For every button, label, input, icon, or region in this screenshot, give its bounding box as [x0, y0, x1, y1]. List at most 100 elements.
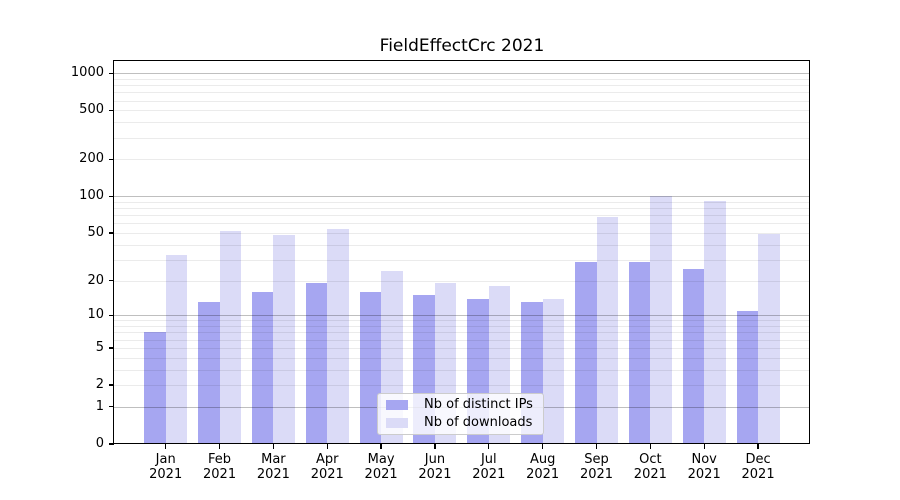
legend-swatch-downloads: [386, 417, 408, 429]
ytick-mark-5: [108, 347, 114, 349]
ytick-mark-1000: [108, 72, 114, 74]
ytick-mark-200: [108, 158, 114, 161]
ytick-label-1: 1: [95, 398, 104, 414]
bar-downloads-feb: [219, 230, 242, 444]
bar-ips-sep: [575, 261, 597, 444]
ytick-mark-0: [108, 443, 114, 445]
gridline-y-50: [113, 233, 810, 235]
xtick-mark-may: [380, 444, 382, 449]
xtick-label-nov: Nov 2021: [687, 452, 721, 482]
legend-entry-downloads: Nb of downloads: [386, 414, 535, 432]
bar-ips-may: [359, 291, 382, 444]
bar-ips-oct: [628, 261, 651, 444]
bar-downloads-sep: [596, 216, 618, 444]
ytick-mark-50: [108, 232, 114, 234]
gridline-y-6: [113, 339, 810, 341]
ytick-mark-100: [108, 195, 114, 197]
gridline-y-5: [113, 347, 810, 349]
ytick-label-10: 10: [87, 307, 104, 323]
xtick-label-aug: Aug 2021: [526, 452, 560, 482]
bar-ips-nov: [682, 269, 705, 444]
gridline-y-400: [113, 122, 810, 124]
bar-downloads-apr: [327, 228, 349, 444]
xtick-mark-jan: [165, 444, 167, 449]
gridline-y-9: [113, 320, 810, 322]
xtick-mark-aug: [542, 444, 544, 449]
gridline-y-300: [113, 137, 810, 139]
xtick-label-sep: Sep 2021: [579, 452, 614, 482]
bar-ips-mar: [251, 291, 274, 444]
gridline-y-20: [113, 280, 810, 282]
ytick-label-200: 200: [79, 151, 104, 167]
ytick-mark-500: [108, 109, 114, 112]
xtick-label-oct: Oct 2021: [633, 452, 667, 482]
xtick-label-jun: Jun 2021: [418, 452, 452, 482]
ytick-mark-2: [108, 384, 114, 386]
gridline-y-100: [113, 196, 810, 198]
xtick-label-jan: Jan 2021: [149, 452, 183, 482]
xtick-mark-feb: [218, 444, 221, 449]
bar-downloads-dec: [758, 234, 780, 444]
gridline-y-90: [113, 201, 810, 203]
gridline-y-10: [113, 315, 810, 317]
ytick-label-2: 2: [95, 377, 104, 393]
gridline-y-500: [113, 110, 810, 112]
ytick-label-0: 0: [95, 436, 104, 451]
legend-swatch-distinct-ips: [386, 399, 408, 411]
bar-downloads-mar: [273, 235, 295, 444]
xtick-mark-jul: [488, 444, 490, 449]
gridline-y-700: [113, 92, 810, 94]
ytick-label-5: 5: [95, 339, 104, 355]
ytick-mark-10: [108, 314, 114, 316]
gridline-y-40: [113, 244, 810, 246]
ytick-label-50: 50: [87, 225, 104, 241]
gridline-y-30: [113, 259, 810, 261]
xtick-mark-oct: [649, 444, 651, 449]
xtick-mark-apr: [326, 444, 328, 449]
bar-downloads-nov: [704, 200, 726, 444]
ytick-label-20: 20: [87, 272, 104, 288]
gridline-y-800: [113, 85, 810, 87]
bar-ips-feb: [198, 302, 220, 444]
gridline-y-600: [113, 100, 810, 102]
ytick-label-1000: 1000: [70, 65, 104, 81]
gridline-y-60: [113, 223, 810, 225]
xtick-mark-mar: [272, 444, 275, 449]
bar-downloads-aug: [542, 298, 565, 444]
xtick-label-apr: Apr 2021: [310, 452, 344, 482]
gridline-y-7: [113, 332, 810, 334]
gridline-y-70: [113, 215, 810, 217]
bar-downloads-jan: [165, 254, 188, 444]
gridline-y-8: [113, 326, 810, 328]
xtick-label-dec: Dec 2021: [741, 452, 775, 482]
plot-area: [113, 60, 810, 444]
xtick-label-may: May 2021: [364, 452, 398, 482]
gridline-y-3: [113, 369, 810, 371]
xtick-mark-dec: [757, 444, 759, 449]
gridline-y-80: [113, 208, 810, 210]
legend: Nb of distinct IPs Nb of downloads: [377, 393, 544, 435]
xtick-label-jul: Jul 2021: [472, 452, 506, 482]
bar-ips-apr: [305, 283, 328, 444]
xtick-mark-jun: [434, 444, 436, 449]
gridline-y-2: [113, 385, 810, 387]
gridline-y-1000: [113, 73, 810, 75]
bar-ips-dec: [736, 310, 759, 444]
bar-downloads-oct: [650, 195, 672, 444]
xtick-mark-sep: [595, 444, 598, 449]
legend-label-distinct-ips: Nb of distinct IPs: [424, 397, 533, 412]
ytick-label-100: 100: [79, 188, 104, 204]
gridline-y-200: [113, 159, 810, 161]
chart-title: FieldEffectCrc 2021: [379, 36, 545, 56]
ytick-mark-20: [108, 279, 114, 282]
legend-entry-distinct-ips: Nb of distinct IPs: [386, 396, 535, 414]
ytick-label-500: 500: [79, 102, 104, 118]
gridline-y-900: [113, 78, 810, 80]
xtick-label-feb: Feb 2021: [203, 452, 237, 482]
xtick-label-mar: Mar 2021: [256, 452, 290, 482]
xtick-mark-nov: [703, 444, 705, 449]
bar-ips-jan: [144, 332, 166, 444]
legend-label-downloads: Nb of downloads: [424, 415, 533, 430]
ytick-mark-1: [108, 406, 114, 408]
